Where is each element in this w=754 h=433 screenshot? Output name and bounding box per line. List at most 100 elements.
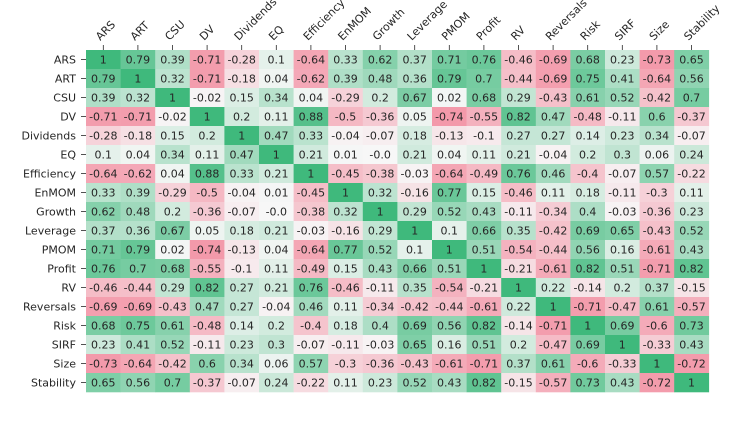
cell-value-label: -0.61 <box>470 301 498 314</box>
cell-value-label: -0.73 <box>89 358 117 371</box>
cell-value-label: -0.18 <box>124 130 152 143</box>
cell-value-label: 0.56 <box>126 377 151 390</box>
heatmap-cell-RV-Leverage <box>397 278 433 298</box>
heatmap-cell-Profit-DV <box>189 259 225 279</box>
heatmap-cell-Reversals-RV <box>501 297 537 317</box>
heatmap-cell-DV-EQ <box>259 107 294 127</box>
heatmap-cell-DV-EnMOM <box>328 107 364 127</box>
cell-value-label: 0.48 <box>368 73 393 86</box>
heatmap-cell-PMOM-Growth <box>362 240 398 260</box>
heatmap-cell-Stability-Leverage <box>397 373 433 393</box>
heatmap-cell-EnMOM-Reversals <box>535 183 571 203</box>
cell-value-label: 0.29 <box>402 206 427 219</box>
cell-value-label: -0.07 <box>608 168 636 181</box>
cell-value-label: -0.03 <box>297 225 325 238</box>
cell-value-label: -0.54 <box>504 244 532 257</box>
heatmap-cell-SIRF-EnMOM <box>328 335 364 355</box>
cell-value-label: 0.73 <box>575 377 600 390</box>
heatmap-cell-Efficiency-SIRF <box>605 164 640 184</box>
heatmap-cell-SIRF-PMOM <box>432 335 467 355</box>
heatmap-cells <box>86 50 710 393</box>
heatmap-cell-Size-Reversals <box>535 354 571 374</box>
cell-value-label: -0.64 <box>297 244 325 257</box>
heatmap-cell-EnMOM-ART <box>120 183 156 203</box>
x-tick-label-CSU: CSU <box>162 18 187 43</box>
cell-value-label: 0.15 <box>229 92 254 105</box>
cell-value-label: 0.34 <box>264 92 289 105</box>
heatmap-cell-EnMOM-RV <box>501 183 537 203</box>
heatmap-cell-Dividends-Size <box>639 126 675 146</box>
heatmap-cell-Risk-Profit <box>466 316 502 336</box>
heatmap-cell-Dividends-EnMOM <box>328 126 364 146</box>
cell-value-label: 0.1 <box>441 225 459 238</box>
heatmap-cell-EQ-SIRF <box>605 145 640 165</box>
heatmap-cell-Profit-Size <box>639 259 675 279</box>
heatmap-cell-Stability-Profit <box>466 373 502 393</box>
heatmap-cell-Growth-DV <box>189 202 225 222</box>
y-tick-label-DV: DV <box>60 111 76 124</box>
cell-value-label: 0.39 <box>333 73 358 86</box>
cell-value-label: -0.71 <box>89 111 117 124</box>
cell-value-label: -0.72 <box>643 377 671 390</box>
y-tick-label-ART: ART <box>55 73 76 86</box>
cell-value-label: -0.48 <box>193 320 221 333</box>
cell-value-label: -0.49 <box>470 168 498 181</box>
heatmap-cell-EQ-RV <box>501 145 537 165</box>
cell-value-label: -0.03 <box>400 168 428 181</box>
cell-value-label: -0.02 <box>193 92 221 105</box>
cell-value-label: 0.24 <box>679 149 704 162</box>
cell-value-label: 1 <box>100 54 107 67</box>
heatmap-cell-CSU-Leverage <box>397 88 433 108</box>
cell-value-label: -0.42 <box>400 301 428 314</box>
cell-value-label: 0.3 <box>268 339 286 352</box>
cell-value-label: 0.61 <box>645 301 670 314</box>
heatmap-cell-EQ-Efficiency <box>293 145 329 165</box>
cell-value-label: 0.69 <box>610 320 635 333</box>
cell-value-label: -0.62 <box>124 168 152 181</box>
cell-value-label: -0.18 <box>227 73 255 86</box>
cell-value-label: 0.29 <box>160 282 185 295</box>
cell-value-label: 0.82 <box>506 111 531 124</box>
cell-value-label: 0.06 <box>264 358 289 371</box>
heatmap-cell-ART-EnMOM <box>328 69 364 89</box>
cell-value-label: 0.82 <box>472 320 497 333</box>
heatmap-cell-Growth-Stability <box>674 202 710 222</box>
cell-value-label: 0.37 <box>402 54 427 67</box>
cell-value-label: 1 <box>480 263 487 276</box>
heatmap-cell-Stability-EnMOM <box>328 373 364 393</box>
cell-value-label: 0.21 <box>402 149 427 162</box>
cell-value-label: -0.43 <box>643 225 671 238</box>
heatmap-cell-SIRF-SIRF <box>605 335 640 355</box>
heatmap-cell-ART-Leverage <box>397 69 433 89</box>
cell-value-label: 0.2 <box>268 320 286 333</box>
heatmap-cell-Dividends-DV <box>189 126 225 146</box>
heatmap-cell-PMOM-Dividends <box>224 240 260 260</box>
cell-value-label: -0.61 <box>435 358 463 371</box>
cell-value-label: -0.46 <box>89 282 117 295</box>
cell-value-label: 1 <box>273 149 280 162</box>
cell-value-label: 0.21 <box>506 149 531 162</box>
y-tick-label-Risk: Risk <box>53 320 76 333</box>
cell-value-label: -0.42 <box>643 92 671 105</box>
heatmap-cell-DV-Profit <box>466 107 502 127</box>
cell-value-label: 0.79 <box>91 73 116 86</box>
cell-value-label: -0.44 <box>124 282 152 295</box>
heatmap-cell-Efficiency-Stability <box>674 164 710 184</box>
heatmap-cell-Reversals-Stability <box>674 297 710 317</box>
heatmap-cell-Risk-Reversals <box>535 316 571 336</box>
heatmap-cell-RV-Reversals <box>535 278 571 298</box>
x-tick-label-Stability: Stability <box>681 2 722 43</box>
cell-value-label: -0.36 <box>193 206 221 219</box>
cell-value-label: -0.46 <box>504 187 532 200</box>
cell-value-label: -0.29 <box>331 92 359 105</box>
heatmap-cell-DV-Risk <box>570 107 606 127</box>
cell-value-label: -0.14 <box>573 282 601 295</box>
cell-value-label: 0.62 <box>368 54 393 67</box>
heatmap-cell-DV-CSU <box>155 107 191 127</box>
heatmap-cell-Reversals-Efficiency <box>293 297 329 317</box>
heatmap-cell-RV-RV <box>501 278 537 298</box>
cell-value-label: 0.02 <box>160 244 185 257</box>
heatmap-cell-Efficiency-EQ <box>259 164 294 184</box>
cell-value-label: -0.47 <box>539 339 567 352</box>
